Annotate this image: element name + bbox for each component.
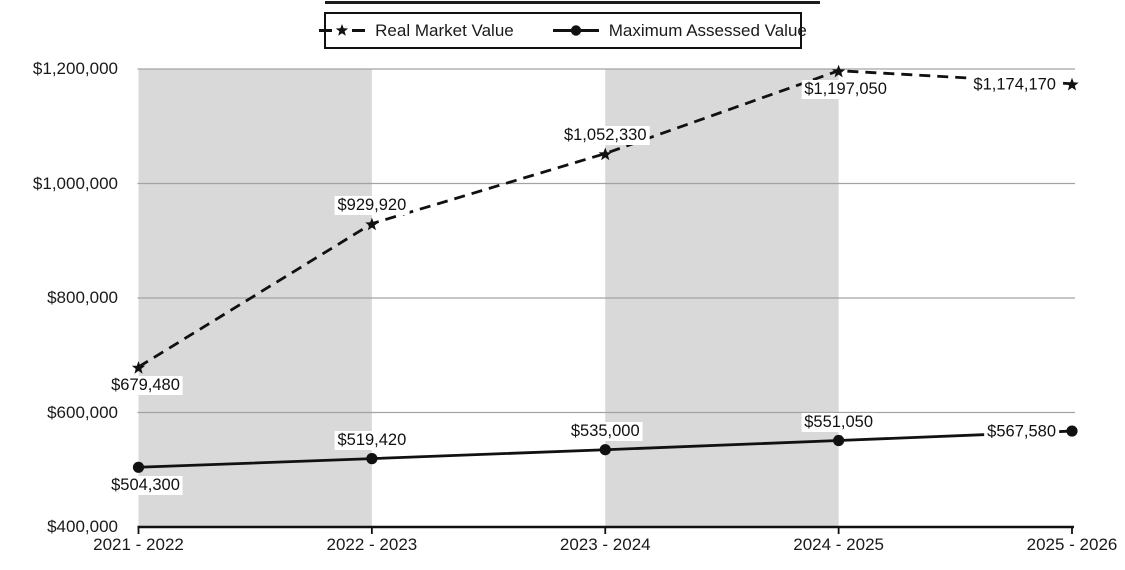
legend-label-maximum-assessed-value: Maximum Assessed Value xyxy=(608,20,807,40)
star-marker xyxy=(832,64,846,78)
y-axis-label: $800,000 xyxy=(47,288,118,307)
y-axis-label: $1,000,000 xyxy=(32,173,118,193)
solid-line-circle-icon xyxy=(552,25,599,36)
data-label: $679,480 xyxy=(108,375,183,395)
data-label: $504,300 xyxy=(108,476,183,496)
legend: Real Market Value Maximum Assessed Value xyxy=(319,12,807,49)
series-line-0 xyxy=(137,69,1073,369)
data-label: $1,174,170 xyxy=(970,75,1059,95)
data-label: $567,580 xyxy=(984,422,1059,442)
data-label: $1,197,050 xyxy=(801,79,890,99)
x-axis-label: 2024 - 2025 xyxy=(793,535,884,554)
x-axis-label: 2021 - 2022 xyxy=(93,535,184,554)
data-label: $551,050 xyxy=(801,412,877,432)
data-label: $929,920 xyxy=(334,195,410,215)
dashed-line-star-icon xyxy=(319,24,366,36)
circle-marker xyxy=(1066,425,1078,437)
data-label: $1,052,330 xyxy=(560,125,650,145)
legend-item-real-market-value: Real Market Value xyxy=(318,21,514,41)
circle-marker xyxy=(599,444,611,456)
x-axis-label: 2022 - 2023 xyxy=(326,535,418,554)
legend-label-real-market-value: Real Market Value xyxy=(375,20,514,40)
y-axis-label: $1,200,000 xyxy=(32,59,118,78)
top-border-line xyxy=(325,1,820,4)
y-axis-label: $400,000 xyxy=(47,517,118,536)
data-label: $535,000 xyxy=(567,421,643,441)
y-axis-label: $600,000 xyxy=(47,402,118,422)
x-axis-label: 2025 - 2026 xyxy=(1026,535,1118,554)
data-label: $519,420 xyxy=(334,430,410,450)
circle-marker xyxy=(833,434,845,447)
x-axis-label: 2023 - 2024 xyxy=(559,535,651,554)
star-marker xyxy=(598,147,612,161)
circle-marker xyxy=(132,461,145,473)
star-marker xyxy=(365,217,379,231)
circle-marker xyxy=(366,453,378,465)
legend-item-maximum-assessed-value: Maximum Assessed Value xyxy=(552,21,807,41)
star-marker xyxy=(131,361,146,374)
star-marker xyxy=(1065,77,1079,91)
